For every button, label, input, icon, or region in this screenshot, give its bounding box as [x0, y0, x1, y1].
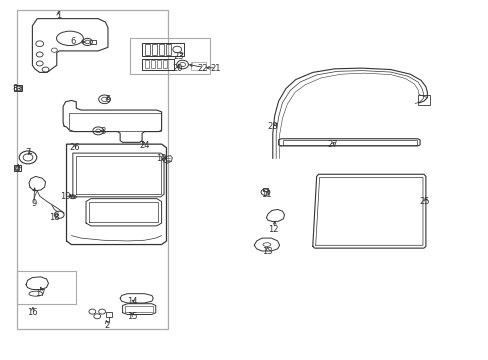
- Bar: [105, 312, 112, 317]
- Text: 13: 13: [261, 247, 272, 256]
- Bar: [165, 44, 170, 55]
- Text: 12: 12: [268, 225, 279, 234]
- Bar: [16, 86, 20, 90]
- Text: 15: 15: [127, 312, 137, 321]
- Bar: [142, 42, 183, 56]
- Bar: [145, 60, 149, 68]
- Text: 11: 11: [261, 190, 271, 199]
- Text: 28: 28: [267, 122, 278, 131]
- Bar: [14, 165, 20, 171]
- Text: 6: 6: [70, 37, 75, 46]
- Text: 25: 25: [419, 197, 429, 206]
- Text: 9: 9: [31, 199, 37, 208]
- Text: 5: 5: [105, 95, 110, 104]
- Bar: [90, 40, 96, 44]
- Text: 18: 18: [49, 213, 60, 222]
- Bar: [263, 188, 267, 191]
- Text: 14: 14: [127, 297, 137, 306]
- Bar: [190, 62, 206, 69]
- Bar: [417, 95, 429, 105]
- Bar: [130, 39, 210, 74]
- Text: 19: 19: [60, 192, 71, 201]
- Text: 2: 2: [104, 321, 109, 330]
- Bar: [17, 10, 167, 329]
- Bar: [152, 44, 157, 55]
- Bar: [158, 44, 163, 55]
- Text: 1: 1: [56, 10, 61, 19]
- Text: 17: 17: [35, 289, 46, 298]
- Bar: [17, 271, 76, 304]
- Text: 20: 20: [172, 64, 183, 73]
- Bar: [157, 60, 161, 68]
- Bar: [14, 85, 22, 91]
- Bar: [162, 60, 166, 68]
- Text: 8: 8: [13, 84, 18, 93]
- Text: 3: 3: [100, 127, 105, 136]
- Text: 7: 7: [25, 148, 30, 157]
- Text: 26: 26: [69, 143, 80, 152]
- Text: 24: 24: [139, 141, 149, 150]
- Bar: [151, 60, 155, 68]
- Text: 10: 10: [156, 154, 166, 163]
- Bar: [145, 44, 150, 55]
- Text: 27: 27: [326, 140, 337, 149]
- Bar: [15, 166, 19, 170]
- Text: 22: 22: [198, 64, 208, 73]
- Text: 16: 16: [27, 308, 38, 317]
- Text: 4: 4: [14, 164, 20, 173]
- Text: 21: 21: [209, 64, 220, 73]
- Text: 23: 23: [173, 52, 183, 61]
- Bar: [142, 59, 173, 69]
